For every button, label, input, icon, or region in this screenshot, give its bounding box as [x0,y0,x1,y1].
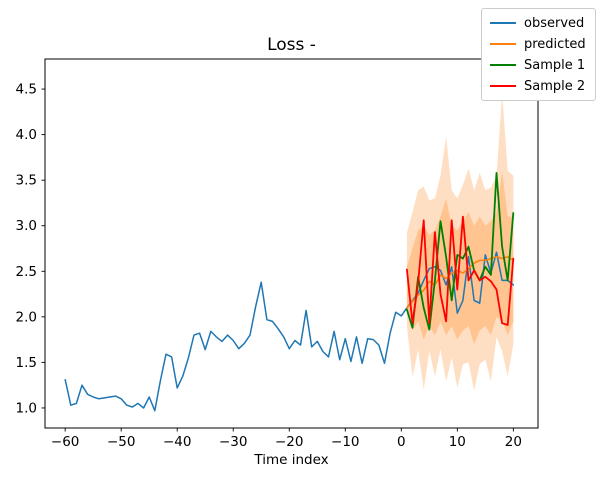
y-tick-label: 2.5 [16,264,37,280]
y-tick-label: 4.5 [16,82,37,98]
legend-entry-predicted: predicted [490,35,586,53]
series-line-predicted [406,255,515,309]
legend-entry-sample-2: Sample 2 [490,77,586,95]
x-axis-label: Time index [254,452,329,468]
axes-spines [44,58,539,429]
y-tick-label: 3.0 [16,218,37,234]
legend-entry-observed: observed [490,14,586,32]
legend-entry-label: predicted [524,36,586,52]
y-tick-label: 4.0 [16,127,37,143]
legend-entry-sample-1: Sample 1 [490,56,586,74]
x-tick-label: −60 [51,434,80,450]
y-tick-label: 3.5 [16,173,37,189]
legend-line-icon [490,22,516,24]
chart-title: Loss - [267,35,316,55]
x-tick-label: 10 [449,434,466,450]
legend-entry-label: Sample 1 [524,57,586,73]
series-line-sample-2 [405,215,515,326]
x-tick-label: −30 [219,434,248,450]
legend-entry-label: observed [524,15,585,31]
x-tick-label: −10 [331,434,360,450]
x-tick-label: −40 [163,434,192,450]
y-tick-label: 1.5 [16,355,37,371]
legend-line-icon [490,85,516,87]
x-tick-label: 0 [397,434,406,450]
legend-line-icon [490,64,516,66]
x-tick-label: −20 [275,434,304,450]
legend: observed predicted Sample 1 Sample 2 [481,8,596,101]
legend-entry-label: Sample 2 [524,78,586,94]
y-tick-label: 2.0 [16,309,37,325]
y-tick-label: 1.0 [16,400,37,416]
x-tick-label: −50 [107,434,136,450]
x-tick-label: 20 [505,434,522,450]
legend-line-icon [490,43,516,45]
